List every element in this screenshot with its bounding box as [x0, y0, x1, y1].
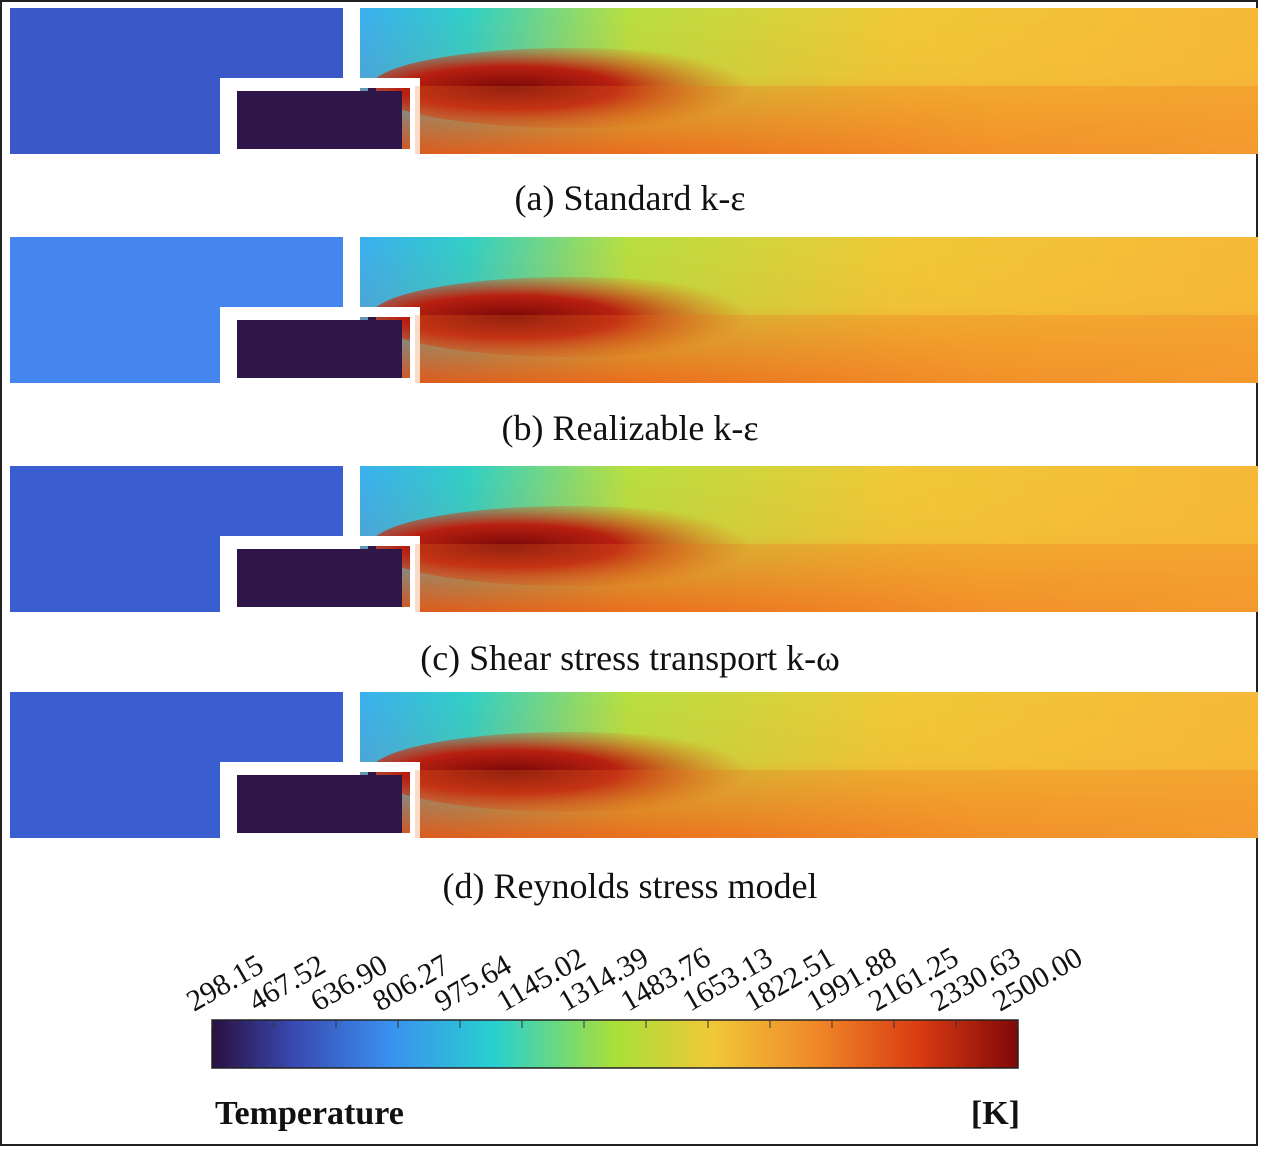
panel-caption: (b) Realizable k-ε — [502, 408, 759, 448]
colorbar — [211, 1019, 1019, 1069]
panel-caption: (d) Reynolds stress model — [443, 866, 818, 906]
colorbar-title: Temperature — [215, 1095, 404, 1132]
panel-caption: (a) Standard k-ε — [514, 178, 745, 218]
contour-panel — [10, 8, 1258, 154]
contour-panel — [10, 692, 1258, 838]
colorbar-unit: [K] — [971, 1095, 1020, 1132]
contour-panel — [10, 466, 1258, 612]
panel-caption: (c) Shear stress transport k-ω — [420, 638, 840, 678]
contour-panel — [10, 237, 1258, 383]
